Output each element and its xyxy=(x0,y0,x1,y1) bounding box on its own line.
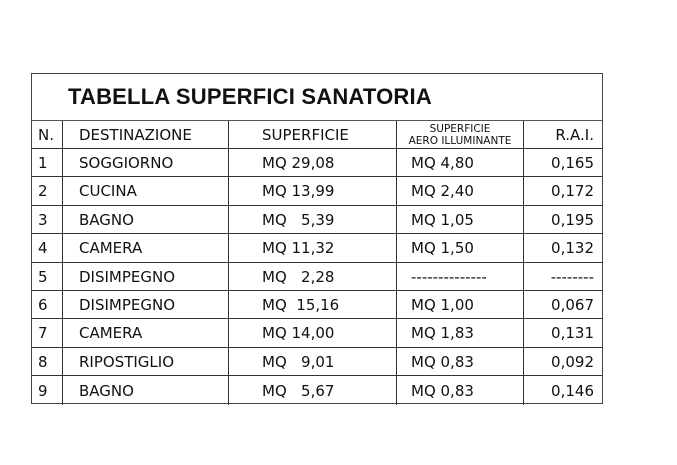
cell-aero: -------------- xyxy=(397,263,524,290)
cell-aero: MQ 1,00 xyxy=(397,291,524,318)
cell-rai: 0,165 xyxy=(551,153,594,172)
cell-superficie: MQ 9,01 xyxy=(229,348,397,375)
cell-aero: MQ 1,50 xyxy=(397,234,524,262)
cell-aero: MQ 1,83 xyxy=(397,319,524,347)
cell-destinazione: DISIMPEGNO xyxy=(63,263,229,290)
header-destinazione: DESTINAZIONE xyxy=(63,121,229,148)
cell-aero: MQ 0,83 xyxy=(397,348,524,375)
cell-destinazione: CAMERA xyxy=(63,319,229,347)
cell-aero: MQ 4,80 xyxy=(397,149,524,176)
cell-superficie: MQ 11,32 xyxy=(229,234,397,262)
cell-n: 3 xyxy=(32,206,63,233)
cell-n: 1 xyxy=(32,149,63,176)
cell-rai: 0,131 xyxy=(551,324,594,342)
superfici-table: TABELLA SUPERFICI SANATORIA N. DESTINAZI… xyxy=(31,73,603,405)
table-row: 8 RIPOSTIGLIO MQ 9,01 MQ 0,83 0,092 xyxy=(32,348,602,376)
table-row: 7 CAMERA MQ 14,00 MQ 1,83 0,131 xyxy=(32,319,602,348)
cell-superficie: MQ 15,16 xyxy=(229,291,397,318)
cell-aero: MQ 0,83 xyxy=(397,376,524,405)
table-row: 2 CUCINA MQ 13,99 MQ 2,40 0,172 xyxy=(32,177,602,206)
header-aero-line2: AERO ILLUMINANTE xyxy=(408,134,512,147)
cell-rai: -------- xyxy=(550,267,594,286)
cell-rai: 0,067 xyxy=(551,295,594,314)
header-n: N. xyxy=(32,121,63,148)
table-row: 9 BAGNO MQ 5,67 MQ 0,83 0,146 xyxy=(32,376,602,405)
cell-rai: 0,132 xyxy=(551,239,594,257)
table-row: 6 DISIMPEGNO MQ 15,16 MQ 1,00 0,067 xyxy=(32,291,602,319)
header-rai: R.A.I. xyxy=(555,125,594,144)
cell-rai: 0,092 xyxy=(551,352,594,371)
cell-n: 5 xyxy=(32,263,63,290)
header-superficie: SUPERFICIE xyxy=(229,121,397,148)
cell-rai: 0,195 xyxy=(551,210,594,229)
cell-superficie: MQ 5,67 xyxy=(229,376,397,405)
header-row: N. DESTINAZIONE SUPERFICIE SUPERFICIE AE… xyxy=(32,121,602,149)
cell-rai: 0,146 xyxy=(551,381,594,400)
cell-superficie: MQ 2,28 xyxy=(229,263,397,290)
table-row: 4 CAMERA MQ 11,32 MQ 1,50 0,132 xyxy=(32,234,602,263)
cell-superficie: MQ 5,39 xyxy=(229,206,397,233)
cell-n: 4 xyxy=(32,234,63,262)
cell-n: 9 xyxy=(32,376,63,405)
cell-destinazione: DISIMPEGNO xyxy=(63,291,229,318)
cell-destinazione: CAMERA xyxy=(63,234,229,262)
cell-n: 7 xyxy=(32,319,63,347)
cell-n: 8 xyxy=(32,348,63,375)
cell-destinazione: RIPOSTIGLIO xyxy=(63,348,229,375)
cell-superficie: MQ 14,00 xyxy=(229,319,397,347)
table-row: 5 DISIMPEGNO MQ 2,28 -------------- -------- xyxy=(32,263,602,291)
table-title-row: TABELLA SUPERFICI SANATORIA xyxy=(32,74,602,121)
table-row: 1 SOGGIORNO MQ 29,08 MQ 4,80 0,165 xyxy=(32,149,602,177)
cell-aero: MQ 2,40 xyxy=(397,177,524,205)
cell-destinazione: BAGNO xyxy=(63,206,229,233)
cell-destinazione: CUCINA xyxy=(63,177,229,205)
header-aero: SUPERFICIE AERO ILLUMINANTE xyxy=(397,121,524,148)
cell-aero: MQ 1,05 xyxy=(397,206,524,233)
header-aero-line1: SUPERFICIE xyxy=(429,122,491,135)
cell-n: 2 xyxy=(32,177,63,205)
table-row: 3 BAGNO MQ 5,39 MQ 1,05 0,195 xyxy=(32,206,602,234)
cell-superficie: MQ 13,99 xyxy=(229,177,397,205)
cell-destinazione: SOGGIORNO xyxy=(63,149,229,176)
cell-destinazione: BAGNO xyxy=(63,376,229,405)
cell-rai: 0,172 xyxy=(551,182,594,200)
cell-superficie: MQ 29,08 xyxy=(229,149,397,176)
cell-n: 6 xyxy=(32,291,63,318)
table-title: TABELLA SUPERFICI SANATORIA xyxy=(68,84,432,109)
